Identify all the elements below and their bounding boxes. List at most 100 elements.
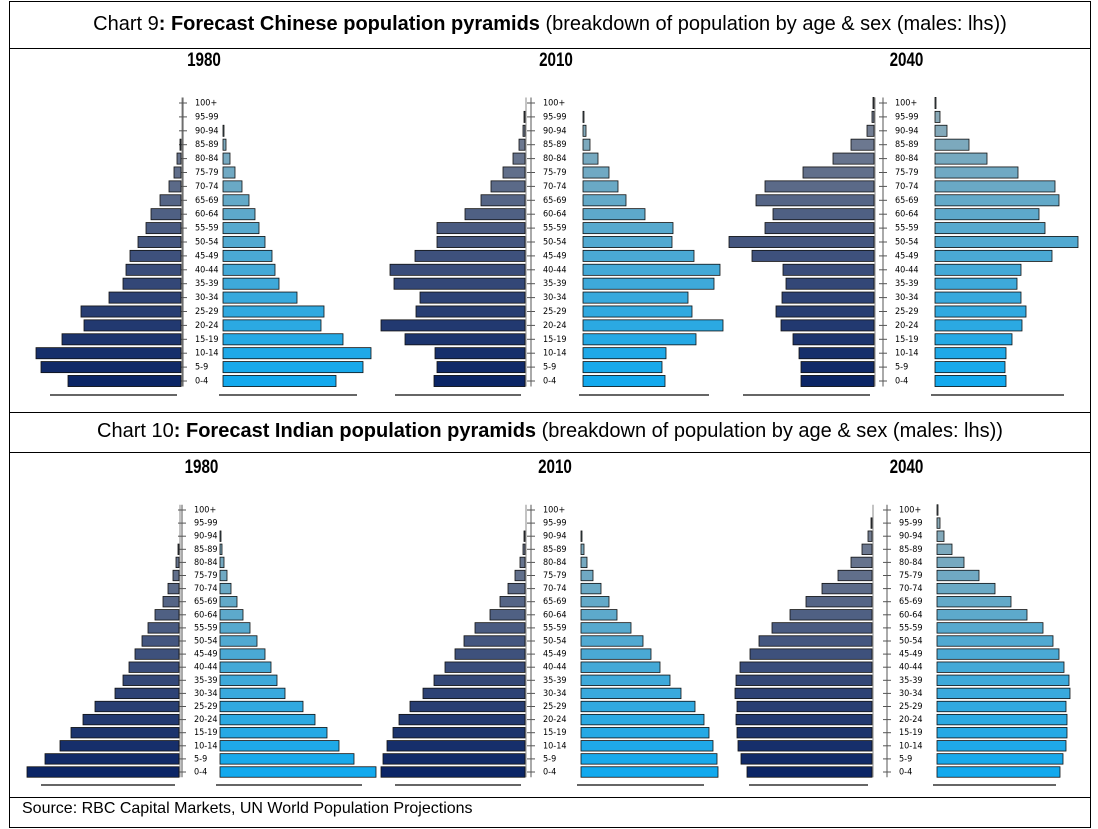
age-label: 60-64 [543,210,567,220]
female-bar [219,596,238,608]
age-label: 100+ [543,506,565,516]
male-bar [800,375,875,387]
age-label: 30-34 [543,689,567,699]
male-bar [380,319,526,332]
male-bar [780,319,875,332]
male-bar [94,700,180,713]
age-label: 85-89 [194,545,218,555]
female-bar [222,375,337,387]
female-bar [222,347,372,360]
female-bar [582,138,591,151]
male-bar [422,687,526,700]
female-bar [580,582,602,595]
male-bar [398,713,526,726]
age-label: 95-99 [899,519,923,529]
male-bar [518,138,526,151]
male-bar [522,543,526,555]
age-label: 55-59 [194,623,218,633]
female-bar [934,97,937,109]
male-bar [436,361,526,374]
female-bar [582,194,627,207]
age-label: 70-74 [543,182,567,192]
age-label: 25-29 [899,702,923,712]
male-bar [141,635,180,647]
male-bar [26,766,180,778]
male-bar [850,138,875,151]
male-bar [775,305,875,318]
age-label: 50-54 [895,238,919,248]
female-bar [934,138,970,151]
age-label: 50-54 [543,238,567,248]
age-label: 50-54 [899,637,923,647]
female-bar [934,277,1018,290]
female-bar [582,208,646,221]
female-bar [580,753,718,765]
male-bar [523,110,526,123]
age-label: 10-14 [195,349,219,359]
age-label: 90-94 [195,126,219,136]
age-label: 35-39 [195,279,219,289]
male-bar [740,753,873,765]
chart-header: Chart 9: Forecast Chinese population pyr… [10,13,1090,36]
male-bar [802,166,875,179]
male-bar [382,753,526,765]
age-label: 75-79 [899,571,923,581]
age-label: 5-9 [194,754,207,764]
age-label: 60-64 [899,610,923,620]
male-bar [782,263,875,276]
age-label: 70-74 [899,584,923,594]
age-label: 50-54 [543,637,567,647]
male-bar [489,609,526,621]
age-label: 40-44 [194,663,218,673]
male-bar [168,180,182,193]
age-label: 95-99 [543,519,567,529]
age-label: 75-79 [543,168,567,178]
male-bar [751,249,875,262]
female-bar [222,263,276,276]
age-label: 75-79 [543,571,567,581]
male-bar [444,661,526,673]
male-bar [150,208,182,221]
female-bar [582,263,721,276]
male-bar [177,543,180,555]
female-bar [222,138,227,151]
female-bar [936,622,1044,634]
female-bar [582,319,724,332]
female-bar [582,333,697,346]
male-bar [404,333,526,346]
age-label: 25-29 [895,307,919,317]
age-label: 90-94 [543,126,567,136]
male-bar [386,740,526,752]
male-bar [805,596,873,608]
female-bar [936,609,1028,621]
female-bar [219,530,222,542]
female-bar [219,543,223,555]
male-bar [380,766,526,778]
age-label: 40-44 [899,663,923,673]
age-label: 60-64 [895,210,919,220]
female-bar [222,249,273,262]
age-label: 75-79 [895,168,919,178]
male-bar [772,208,875,221]
chart-heading: : Forecast Chinese population pyramids [158,13,540,35]
male-bar [735,674,873,686]
age-label: 40-44 [543,663,567,673]
male-bar [433,674,526,686]
female-bar [582,305,693,318]
age-label: 0-4 [899,768,912,778]
panel-title: 1980 [185,455,219,477]
female-bar [934,194,1060,207]
age-label: 0-4 [895,377,908,387]
male-bar [129,249,182,262]
age-label: 90-94 [899,532,923,542]
male-bar [512,152,526,165]
female-bar [222,222,260,235]
male-bar [137,236,182,248]
male-bar [147,622,180,634]
female-bar [219,727,328,739]
age-label: 65-69 [899,597,923,607]
age-label: 65-69 [543,597,567,607]
male-bar [454,648,526,660]
female-bar [936,713,1068,726]
